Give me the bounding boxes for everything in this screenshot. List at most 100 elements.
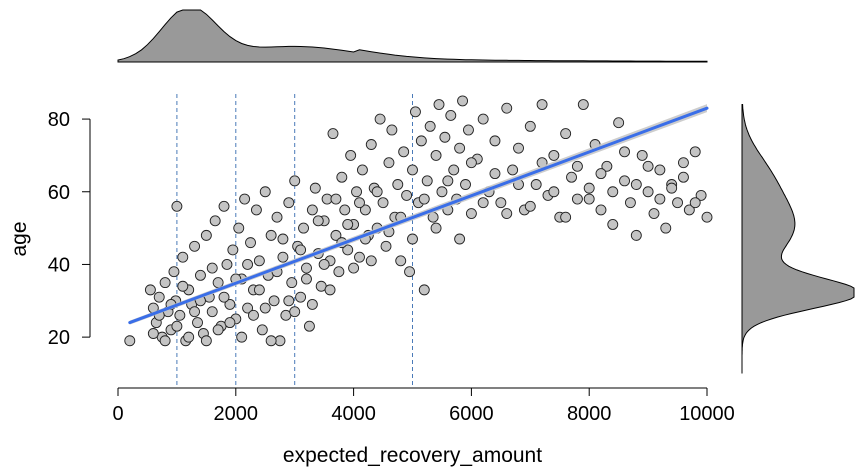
scatter-point: [153, 291, 165, 303]
scatter-point: [124, 335, 136, 347]
scatter-point: [619, 175, 630, 187]
scatter-point: [192, 317, 203, 329]
scatter-point: [489, 168, 501, 180]
scatter-point: [336, 171, 348, 183]
scatter-point: [330, 193, 342, 205]
scatter-point: [571, 160, 583, 172]
scatter-point: [221, 258, 233, 270]
x-tick-label: 8000: [567, 403, 612, 425]
x-tick-label: 6000: [449, 403, 494, 425]
scatter-point: [433, 99, 445, 110]
scatter-point: [530, 179, 542, 190]
scatter-point: [259, 186, 271, 198]
scatter-point: [607, 186, 619, 198]
scatter-point: [489, 135, 501, 147]
scatter-point: [613, 117, 625, 129]
scatter-point: [330, 229, 342, 241]
scatter-point: [250, 204, 262, 216]
scatter-point: [463, 124, 474, 136]
scatter-point: [177, 251, 189, 263]
scatter-point: [524, 200, 536, 212]
scatter-point: [595, 204, 607, 216]
scatter-point: [607, 219, 619, 230]
scatter-point: [303, 320, 315, 332]
scatter-point: [407, 164, 418, 176]
scatter-point: [342, 219, 354, 230]
scatter-point: [418, 193, 430, 205]
scatter-point: [457, 95, 469, 107]
scatter-point: [189, 240, 201, 252]
scatter-point: [454, 233, 466, 245]
scatter-point: [256, 324, 268, 336]
scatter-point: [660, 222, 672, 234]
scatter-point: [460, 179, 471, 190]
scatter-point: [189, 306, 201, 318]
scatter-point: [227, 244, 239, 256]
scatter-point: [171, 320, 183, 332]
scatter-point: [465, 157, 477, 169]
scatter-point: [224, 317, 236, 329]
scatter-point: [200, 229, 212, 241]
scatter-point: [642, 160, 654, 172]
scatter-point: [339, 204, 351, 216]
scatter-point: [677, 171, 689, 183]
scatter-point: [354, 197, 365, 209]
scatter-point: [701, 211, 713, 223]
scatter-point: [318, 258, 330, 270]
scatter-point: [356, 164, 368, 176]
scatter-point: [159, 277, 171, 289]
scatter-point: [695, 189, 707, 201]
x-tick-label: 4000: [331, 403, 376, 425]
y-tick-label: 60: [48, 182, 70, 204]
scatter-point: [430, 222, 442, 234]
scatter-point: [295, 244, 307, 256]
scatter-point: [200, 335, 212, 347]
scatter-point: [224, 298, 236, 310]
scatter-point: [436, 186, 448, 198]
scatter-point: [583, 182, 595, 194]
scatter-point: [583, 193, 595, 205]
scatter-point: [430, 149, 442, 161]
x-axis-ticks: 0 2000 4000 6000 8000 10000: [112, 388, 735, 425]
scatter-point: [283, 295, 295, 307]
scatter-point: [601, 160, 613, 172]
scatter-point: [595, 168, 607, 180]
scatter-point: [513, 142, 524, 154]
scatter-point: [624, 197, 636, 209]
scatter-point: [147, 328, 159, 339]
scatter-point: [636, 149, 648, 161]
scatter-point: [395, 255, 407, 267]
scatter-point: [265, 335, 277, 347]
scatter-point: [242, 258, 254, 270]
scatter-point: [439, 131, 451, 143]
scatter-point: [407, 233, 418, 245]
scatter-point: [253, 255, 265, 267]
scatter-point: [324, 284, 336, 296]
scatter-point: [630, 179, 642, 190]
scatter-point: [445, 109, 457, 121]
scatter-points: [124, 95, 713, 347]
scatter-point: [286, 277, 298, 289]
x-axis-title: expected_recovery_amount: [283, 444, 542, 467]
scatter-point: [248, 309, 259, 321]
scatter-point: [242, 302, 254, 314]
scatter-point: [418, 284, 430, 296]
scatter-point: [689, 146, 701, 158]
scatter-point: [195, 269, 206, 281]
scatter-point: [654, 193, 666, 205]
x-tick-label: 2000: [214, 403, 259, 425]
y-tick-label: 20: [48, 327, 70, 349]
scatter-point: [212, 324, 224, 336]
scatter-point: [548, 149, 560, 161]
scatter-point: [398, 146, 410, 158]
scatter-point: [345, 149, 357, 161]
scatter-point: [354, 251, 365, 263]
scatter-point: [424, 120, 436, 132]
scatter-point: [301, 273, 312, 285]
scatter-point: [206, 262, 218, 274]
scatter-point: [666, 182, 678, 194]
scatter-point: [383, 157, 395, 169]
scatter-point: [183, 331, 195, 343]
scatter-point: [477, 197, 489, 209]
